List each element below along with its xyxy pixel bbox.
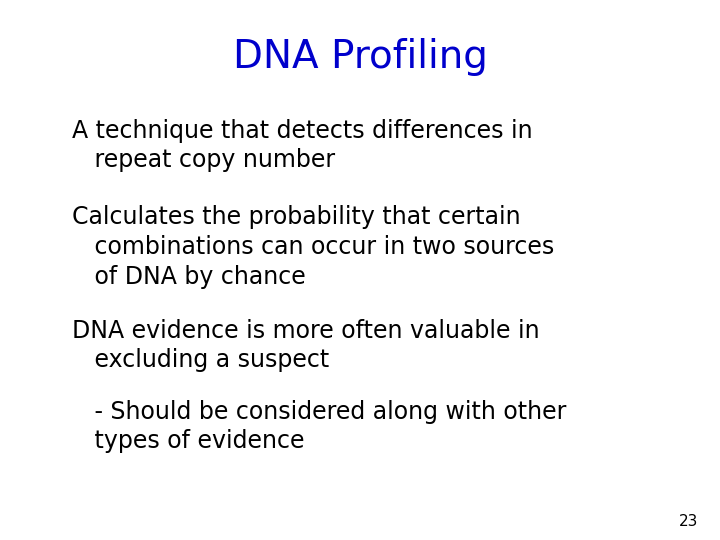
Text: Calculates the probability that certain
   combinations can occur in two sources: Calculates the probability that certain …	[72, 205, 554, 288]
Text: 23: 23	[679, 514, 698, 529]
Text: DNA Profiling: DNA Profiling	[233, 38, 487, 76]
Text: A technique that detects differences in
   repeat copy number: A technique that detects differences in …	[72, 119, 533, 172]
Text: - Should be considered along with other
   types of evidence: - Should be considered along with other …	[72, 400, 567, 453]
Text: DNA evidence is more often valuable in
   excluding a suspect: DNA evidence is more often valuable in e…	[72, 319, 539, 372]
